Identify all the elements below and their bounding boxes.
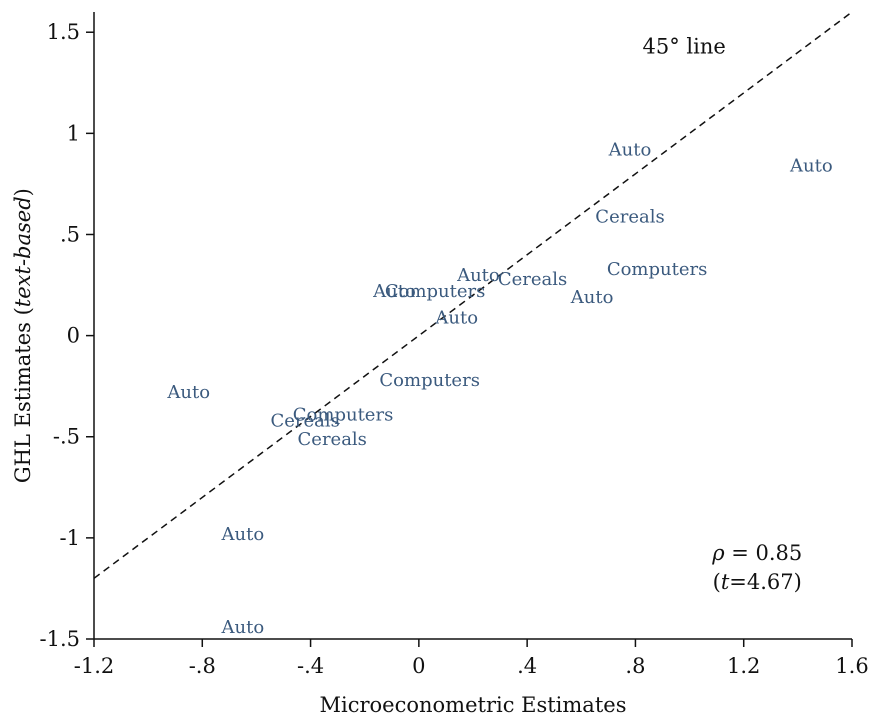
- point-label-cereals: Cereals: [270, 411, 339, 432]
- x-axis: -1.2 -.8 -.4 0 .4 .8 1.2 1.6: [74, 638, 869, 678]
- y-axis-title-suffix: ): [11, 188, 35, 196]
- t-open-paren: (: [713, 570, 721, 594]
- data-points: AutoAutoCerealsComputersAutoCerealsAutoA…: [166, 140, 832, 638]
- rho-value: = 0.85: [725, 541, 803, 565]
- point-label-auto: Auto: [221, 617, 265, 638]
- point-label-auto: Auto: [434, 307, 478, 328]
- y-axis-title-prefix: GHL Estimates (: [11, 307, 35, 483]
- point-label-auto: Auto: [608, 140, 652, 161]
- reference-line-label: 45° line: [643, 34, 726, 58]
- rho-annotation: ρ = 0.85: [711, 541, 802, 565]
- y-tick-label: 1.5: [47, 20, 80, 44]
- point-label-cereals: Cereals: [498, 269, 567, 290]
- point-label-auto: Auto: [166, 382, 210, 403]
- t-stat-annotation: (t=4.67): [713, 570, 802, 594]
- t-symbol: t: [721, 570, 730, 594]
- rho-symbol: ρ: [711, 541, 725, 565]
- y-axis-title: GHL Estimates (text-based): [11, 188, 35, 483]
- reference-line-45deg: [93, 11, 853, 579]
- reference-line-group: 45° line: [93, 11, 853, 579]
- y-tick-label: -.5: [53, 425, 80, 449]
- y-tick-label: -1.5: [40, 627, 81, 651]
- x-tick-label: .4: [517, 654, 537, 678]
- point-label-computers: Computers: [607, 259, 708, 280]
- correlation-stats: ρ = 0.85 (t=4.67): [711, 541, 802, 594]
- y-tick-label: 0: [67, 324, 80, 348]
- t-value: =4.67): [729, 570, 802, 594]
- x-tick-label: 0: [412, 654, 425, 678]
- point-label-cereals: Cereals: [298, 429, 367, 450]
- x-tick-label: 1.6: [835, 654, 868, 678]
- point-label-computers: Computers: [293, 404, 394, 425]
- x-axis-title: Microeconometric Estimates: [320, 693, 627, 717]
- y-tick-label: 1: [67, 121, 80, 145]
- point-label-computers: Computers: [379, 370, 480, 391]
- x-tick-label: 1.2: [727, 654, 760, 678]
- point-label-auto: Auto: [221, 524, 265, 545]
- point-label-auto: Auto: [456, 265, 500, 286]
- point-label-cereals: Cereals: [595, 206, 664, 227]
- y-axis-title-italic: text-based: [11, 196, 35, 307]
- point-label-computers: Computers: [385, 281, 486, 302]
- point-label-auto: Auto: [789, 156, 833, 177]
- y-axis: -1.5 -1 -.5 0 .5 1 1.5: [40, 12, 95, 651]
- point-label-auto: Auto: [372, 281, 416, 302]
- y-tick-label: .5: [60, 222, 80, 246]
- point-label-auto: Auto: [570, 287, 614, 308]
- x-tick-label: -1.2: [74, 654, 115, 678]
- y-tick-label: -1: [60, 526, 80, 550]
- x-tick-label: -.8: [189, 654, 216, 678]
- x-tick-label: -.4: [297, 654, 324, 678]
- x-tick-label: .8: [625, 654, 645, 678]
